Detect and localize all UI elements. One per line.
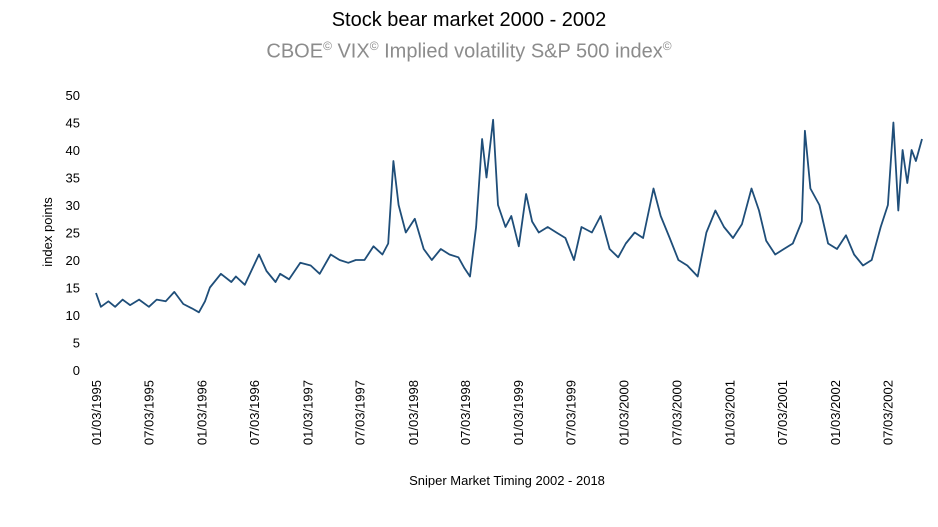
chart-title: Stock bear market 2000 - 2002 bbox=[331, 9, 607, 31]
x-tick-label: 01/03/1996 bbox=[194, 380, 209, 445]
subtitle-copyright-mark: © bbox=[662, 39, 672, 53]
subtitle-text-vix: VIX bbox=[331, 40, 370, 63]
subtitle-text-index: Implied volatility S&P 500 index bbox=[378, 40, 663, 63]
x-axis-label: Sniper Market Timing 2002 - 2018 bbox=[409, 473, 605, 488]
y-tick-label: 30 bbox=[66, 198, 80, 213]
x-tick-label: 01/03/1999 bbox=[511, 380, 526, 445]
x-tick-label: 01/03/2000 bbox=[617, 380, 632, 445]
y-tick-label: 20 bbox=[66, 253, 80, 268]
x-axis-ticks: 01/03/1995 07/03/1995 01/03/1996 07/03/1996… bbox=[89, 380, 895, 445]
x-tick-label: 01/03/1995 bbox=[89, 380, 104, 445]
subtitle-copyright-mark: © bbox=[323, 39, 332, 53]
series-group bbox=[95, 118, 923, 314]
chart-subtitle: CBOE© VIX© Implied volatility S&P 500 in… bbox=[0, 34, 938, 64]
x-tick-label: 01/03/1997 bbox=[300, 380, 315, 445]
x-tick-label: 07/03/2002 bbox=[880, 380, 895, 445]
y-tick-label: 45 bbox=[66, 116, 80, 131]
x-tick-label: 01/03/2002 bbox=[828, 380, 843, 445]
y-tick-label: 50 bbox=[66, 88, 80, 103]
subtitle-copyright-mark: © bbox=[369, 39, 379, 53]
subtitle-text-cboe: CBOE bbox=[266, 40, 324, 63]
y-tick-label: 5 bbox=[73, 336, 80, 351]
y-tick-label: 25 bbox=[66, 226, 80, 241]
x-tick-label: 07/03/2000 bbox=[669, 380, 684, 445]
y-tick-label: 35 bbox=[66, 171, 80, 186]
vix-series-line bbox=[95, 118, 923, 314]
y-tick-label: 15 bbox=[66, 281, 80, 296]
y-tick-label: 0 bbox=[73, 363, 80, 378]
x-tick-label: 07/03/1996 bbox=[247, 380, 262, 445]
x-tick-label: 01/03/1998 bbox=[406, 380, 421, 445]
y-axis-label: index points bbox=[40, 197, 55, 267]
y-axis-ticks: 0 5 10 15 20 25 30 35 40 45 50 bbox=[66, 88, 80, 378]
x-tick-label: 07/03/1998 bbox=[458, 380, 473, 445]
x-tick-label: 07/03/1997 bbox=[353, 380, 368, 445]
x-tick-label: 07/03/1999 bbox=[564, 380, 579, 445]
x-tick-label: 01/03/2001 bbox=[723, 380, 738, 445]
y-tick-label: 40 bbox=[66, 143, 80, 158]
x-tick-label: 07/03/1995 bbox=[141, 380, 156, 445]
x-tick-label: 07/03/2001 bbox=[775, 380, 790, 445]
y-tick-label: 10 bbox=[66, 308, 80, 323]
